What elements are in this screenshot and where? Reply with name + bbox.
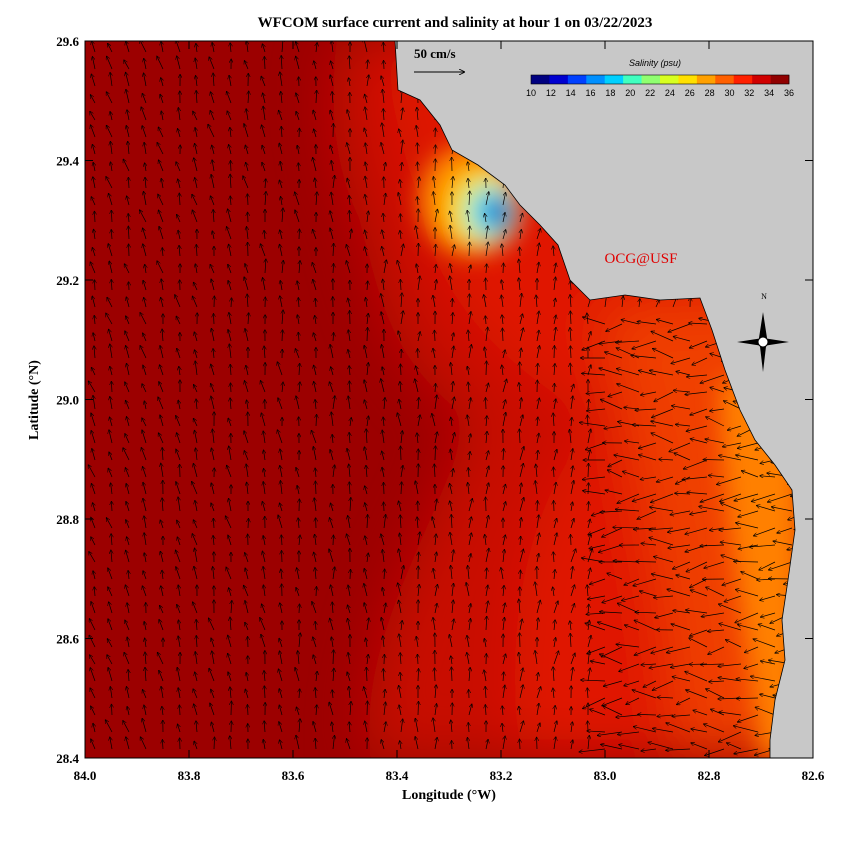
x-tick-label: 83.4 xyxy=(386,768,409,783)
colorbar-segment xyxy=(642,75,661,84)
y-tick-label: 29.2 xyxy=(56,273,79,288)
colorbar-segment xyxy=(568,75,587,84)
title: WFCOM surface current and salinity at ho… xyxy=(258,15,653,31)
colorbar-tick-label: 24 xyxy=(665,88,675,98)
credit: OCG@USF xyxy=(604,251,677,267)
x-tick-label: 83.6 xyxy=(282,768,305,783)
salinity-field xyxy=(85,38,814,758)
y-tick-label: 29.0 xyxy=(56,393,79,408)
colorbar-tick-label: 34 xyxy=(764,88,774,98)
colorbar-tick-label: 10 xyxy=(526,88,536,98)
y-tick-label: 28.8 xyxy=(56,512,79,527)
x-tick-label: 83.0 xyxy=(594,768,617,783)
scale-label: 50 cm/s xyxy=(414,46,456,61)
colorbar-tick-label: 14 xyxy=(566,88,576,98)
y-tick-label: 29.4 xyxy=(56,154,79,169)
colorbar-segment xyxy=(623,75,642,84)
y-tick-label: 28.4 xyxy=(56,751,79,766)
colorbar-segment xyxy=(752,75,771,84)
colorbar-segment xyxy=(678,75,697,84)
colorbar-segment xyxy=(715,75,734,84)
x-tick-label: 82.8 xyxy=(698,768,721,783)
colorbar-tick-label: 20 xyxy=(625,88,635,98)
colorbar-tick-label: 26 xyxy=(685,88,695,98)
colorbar-segment xyxy=(660,75,679,84)
x-axis-label: Longitude (°W) xyxy=(402,788,496,803)
colorbar-tick-label: 36 xyxy=(784,88,794,98)
colorbar-segment xyxy=(697,75,716,84)
compass-label: N xyxy=(761,292,767,301)
x-tick-label: 82.6 xyxy=(802,768,825,783)
colorbar-segment xyxy=(549,75,568,84)
colorbar-tick-label: 12 xyxy=(546,88,556,98)
x-tick-label: 83.2 xyxy=(490,768,513,783)
colorbar-tick-label: 30 xyxy=(724,88,734,98)
colorbar-segment xyxy=(734,75,753,84)
x-tick-label: 84.0 xyxy=(74,768,97,783)
colorbar-tick-label: 32 xyxy=(744,88,754,98)
y-tick-label: 28.6 xyxy=(56,632,79,647)
colorbar-segment xyxy=(531,75,550,84)
colorbar-tick-label: 16 xyxy=(586,88,596,98)
colorbar-segment xyxy=(771,75,790,84)
colorbar-segment xyxy=(605,75,624,84)
colorbar-tick-label: 18 xyxy=(605,88,615,98)
x-tick-label: 83.8 xyxy=(178,768,201,783)
colorbar-tick-label: 22 xyxy=(645,88,655,98)
colorbar-title: Salinity (psu) xyxy=(629,58,681,68)
colorbar-tick-label: 28 xyxy=(705,88,715,98)
y-axis-label: Latitude (°N) xyxy=(27,360,42,440)
y-tick-label: 29.6 xyxy=(56,34,79,49)
colorbar-segment xyxy=(586,75,605,84)
